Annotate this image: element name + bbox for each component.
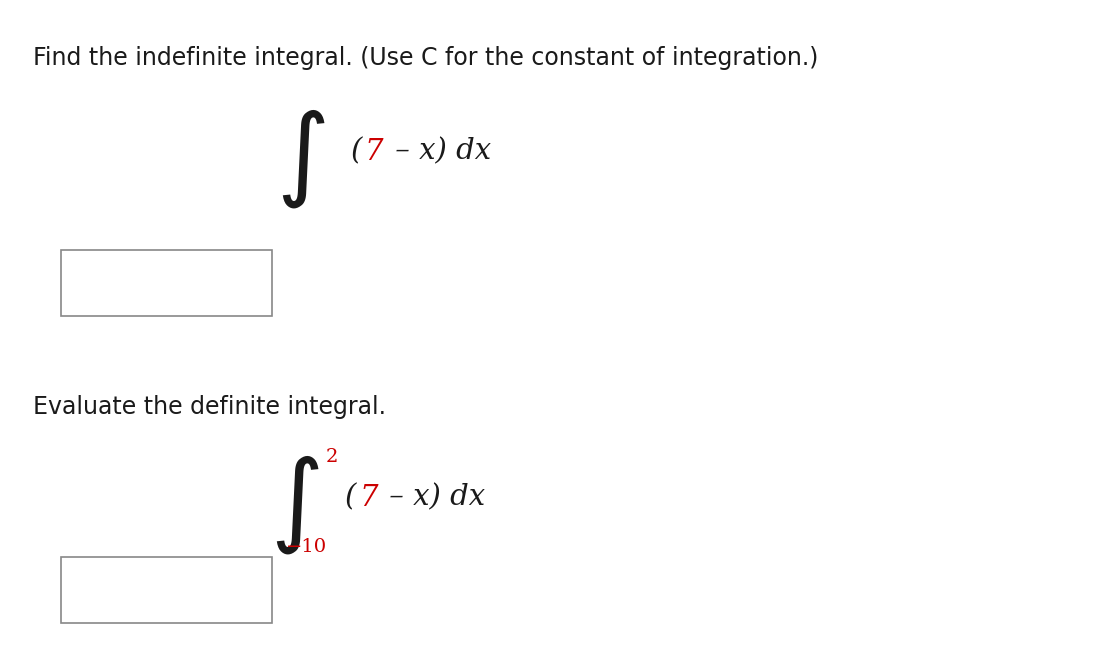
Text: 7: 7 [365,138,384,165]
Text: Find the indefinite integral. (Use C for the constant of integration.): Find the indefinite integral. (Use C for… [33,46,818,70]
Text: 2: 2 [326,447,338,466]
FancyBboxPatch shape [61,250,272,316]
Text: $\int$: $\int$ [270,453,319,556]
FancyBboxPatch shape [61,557,272,623]
Text: 7: 7 [359,484,378,511]
Text: (: ( [345,484,356,511]
Text: $\int$: $\int$ [276,107,325,210]
Text: −10: −10 [286,538,327,556]
Text: – x) dx: – x) dx [380,484,486,511]
Text: – x) dx: – x) dx [386,138,492,165]
Text: (: ( [350,138,361,165]
Text: Evaluate the definite integral.: Evaluate the definite integral. [33,395,386,419]
